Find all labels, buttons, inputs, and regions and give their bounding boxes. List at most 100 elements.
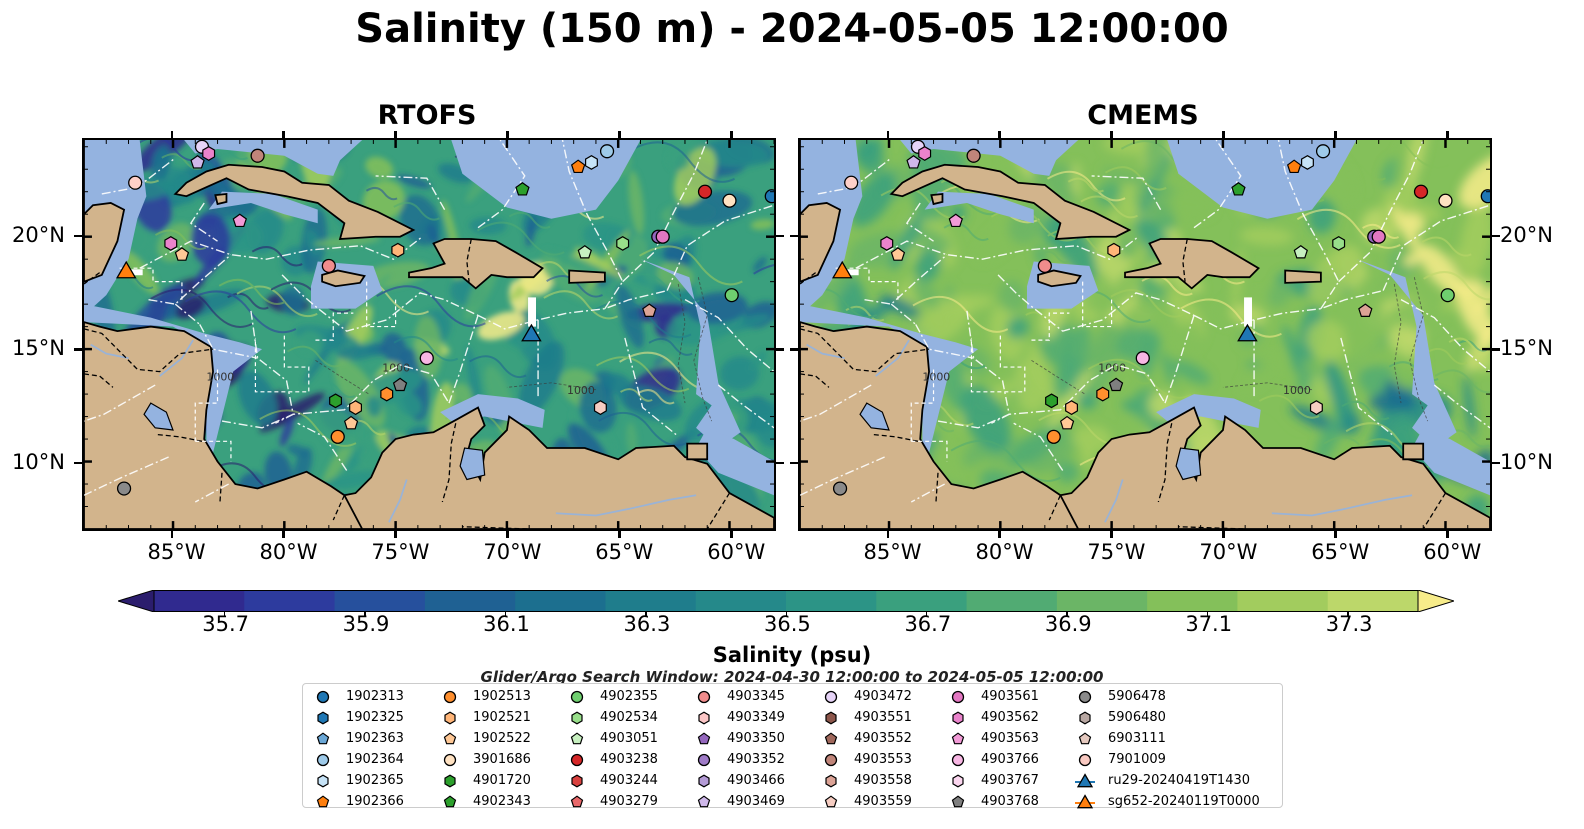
argo-floats — [832, 140, 1490, 496]
glider-track-ru29 — [1244, 297, 1253, 327]
circle-marker-icon — [443, 690, 457, 703]
lon-tick-mark — [998, 531, 1001, 538]
land-southAm — [1059, 406, 1490, 529]
land-trinidad — [686, 442, 709, 461]
legend-label: 4903552 — [854, 731, 912, 746]
lat-tick-mark — [776, 348, 784, 351]
float-marker — [515, 182, 530, 196]
glider-track-ru29 — [528, 297, 537, 327]
legend-marker — [698, 711, 710, 724]
legend-marker — [825, 774, 837, 787]
legend-label: 4903352 — [727, 752, 785, 767]
legend-item: 4903552 — [821, 728, 912, 749]
float-marker — [577, 244, 592, 259]
circle-marker-icon — [824, 690, 838, 703]
eez-boundaries — [84, 140, 774, 503]
hexagon-marker-icon — [698, 774, 710, 787]
legend-item: 4902534 — [567, 707, 658, 728]
pentagon-marker-icon — [1078, 731, 1092, 744]
land-southAm — [343, 406, 774, 529]
frame-ticks — [84, 140, 774, 529]
legend-label: 7901009 — [1108, 752, 1166, 767]
float-marker — [1046, 429, 1061, 444]
cmems-salinity-map[interactable]: 1000 1000 1000 — [798, 138, 1492, 531]
colorbar-extend-low — [118, 590, 155, 612]
float-marker — [1037, 258, 1052, 273]
colorbar-segment — [605, 590, 697, 612]
colorbar — [118, 590, 1454, 612]
legend-label: 4903244 — [600, 773, 658, 788]
float-marker — [1480, 189, 1490, 204]
legend-marker — [697, 794, 711, 807]
pentagon-marker-icon — [443, 731, 457, 744]
lon-tick-mark — [1446, 531, 1449, 538]
colorbar-segment — [786, 590, 877, 612]
colorbar-segment — [334, 590, 426, 612]
float-marker — [128, 175, 143, 190]
float-marker — [391, 242, 405, 258]
legend-marker — [1079, 711, 1091, 724]
lat-tick-mark — [776, 234, 784, 238]
circle-marker-icon — [697, 690, 711, 703]
legend-marker — [316, 794, 330, 807]
float-marker — [1332, 236, 1346, 251]
bathymetry-label: 1000 — [1098, 362, 1126, 375]
legend-item: 1902513 — [440, 686, 531, 707]
legend-item: 4901720 — [440, 770, 531, 791]
legend-label: 4903767 — [981, 773, 1039, 788]
legend-item: 4903563 — [948, 728, 1039, 749]
colorbar-segment — [1237, 590, 1329, 612]
circle-marker-icon — [316, 690, 330, 703]
lon-tick-mark — [394, 531, 397, 538]
circle-marker-icon — [443, 753, 457, 766]
colorbar-tick-label: 36.9 — [1044, 612, 1092, 636]
bathymetry-label: 1000 — [567, 384, 595, 397]
legend-column: 1902313 1902325 1902363 1902364 1902365 19023… — [313, 686, 404, 812]
bathymetry-label: 1000 — [922, 371, 950, 384]
colorbar-segment — [154, 590, 245, 612]
pentagon-marker-icon — [951, 731, 965, 744]
pentagon-marker-icon — [951, 794, 965, 807]
float-marker — [174, 247, 190, 261]
lon-tick-mark — [1446, 131, 1449, 138]
legend-column: 5906478 5906480 6903111 7901009 ru29-2024041… — [1075, 686, 1260, 812]
colorbar-tick-label: 35.7 — [202, 612, 249, 636]
legend-item: 4903352 — [694, 749, 785, 770]
legend-item: 4903562 — [948, 707, 1039, 728]
float-marker — [642, 303, 657, 317]
hexagon-marker-icon — [825, 774, 837, 787]
legend-item: 4903244 — [567, 770, 658, 791]
legend-label: 4903345 — [727, 689, 785, 704]
lat-tick-mark — [790, 348, 798, 351]
triangle-marker-icon — [1075, 772, 1095, 787]
legend-label: 6903111 — [1108, 731, 1166, 746]
legend-item: 4903559 — [821, 791, 912, 812]
legend-marker — [570, 690, 584, 703]
lon-tick-label: 65°W — [595, 540, 654, 564]
hexagon-marker-icon — [444, 711, 456, 724]
legend-label: 4903563 — [981, 731, 1039, 746]
float-marker — [844, 175, 859, 190]
rtofs-salinity-map[interactable]: 1000 1000 1000 — [82, 138, 776, 531]
lon-tick-label: 70°W — [1199, 540, 1258, 564]
float-marker — [1107, 242, 1121, 258]
legend-marker — [316, 690, 330, 703]
lon-tick-label: 75°W — [1087, 540, 1146, 564]
colorbar-tick-mark — [223, 612, 226, 616]
colorbar-tick-label: 37.1 — [1185, 612, 1233, 636]
legend-item: 1902363 — [313, 728, 404, 749]
colorbar-title: Salinity (psu) — [712, 643, 872, 667]
legend-marker — [952, 711, 964, 724]
legend-item: 4903279 — [567, 791, 658, 812]
legend-label: 3901686 — [473, 752, 531, 767]
land-trinidad — [1402, 442, 1425, 461]
legend-item: 4903551 — [821, 707, 912, 728]
legend-label: 1902325 — [346, 710, 404, 725]
legend-label: 1902363 — [346, 731, 404, 746]
land — [84, 140, 774, 529]
float-marker — [1135, 351, 1150, 366]
float-marker — [764, 189, 774, 204]
argo-floats — [116, 140, 774, 496]
colorbar-tick-label: 36.1 — [483, 612, 530, 636]
hexagon-marker-icon — [571, 774, 583, 787]
